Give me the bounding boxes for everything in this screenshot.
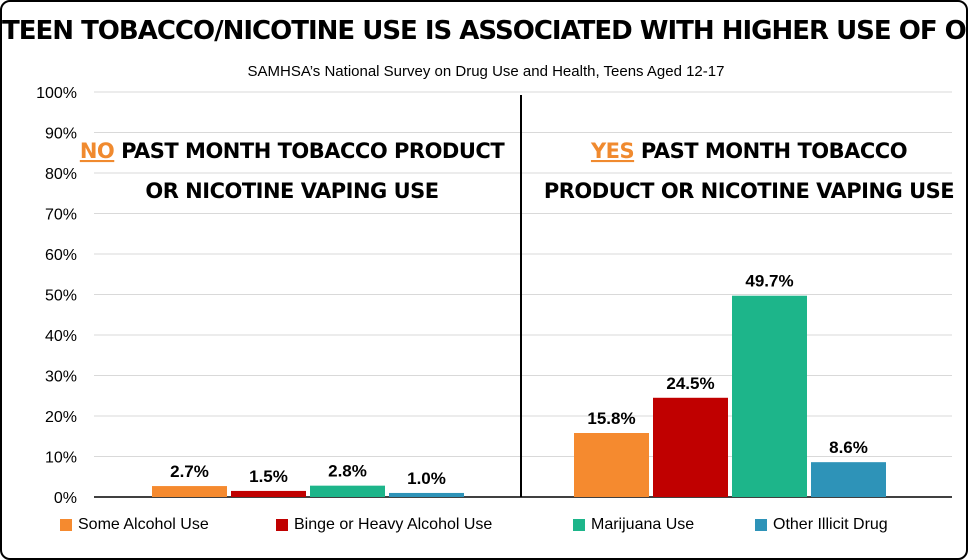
panel-key-yes: YES [590,139,634,163]
data-label: 49.7% [745,272,793,291]
bar-yes-3 [732,295,807,497]
panel-title-no: NO PAST MONTH TOBACCO PRODUCT [80,139,505,163]
legend-swatch [60,519,72,531]
bar-yes-2 [653,397,728,497]
data-label: 2.7% [170,462,209,481]
data-label: 15.8% [587,409,635,428]
y-tick-label: 70% [45,207,77,224]
legend-item: Other Illicit Drug [755,516,888,534]
legend-label: Marijuana Use [591,516,695,533]
bar-yes-4 [811,462,886,497]
legend-item: Some Alcohol Use [60,516,209,534]
panel-title-line2: PRODUCT OR NICOTINE VAPING USE [544,179,954,203]
data-label: 24.5% [666,374,714,393]
panel-key-no: NO [80,139,114,163]
y-tick-label: 20% [45,409,77,426]
legend-swatch [573,519,585,531]
chart-title: TEEN TOBACCO/NICOTINE USE IS ASSOCIATED … [2,16,966,46]
data-label: 2.8% [328,462,367,481]
legend-swatch [276,519,288,531]
legend-item: Binge or Heavy Alcohol Use [276,516,492,534]
legend-label: Binge or Heavy Alcohol Use [294,516,493,533]
bar-yes-1 [574,433,649,497]
y-tick-label: 0% [54,490,77,507]
bar-no-4 [389,492,464,497]
panel-title-yes: YES PAST MONTH TOBACCO [590,139,907,163]
y-tick-label: 30% [45,369,77,386]
y-tick-label: 90% [45,126,77,143]
bar-no-1 [152,486,227,497]
y-tick-label: 100% [36,85,77,102]
y-tick-label: 60% [45,247,77,264]
panel-title-line2: OR NICOTINE VAPING USE [145,179,438,203]
legend-item: Marijuana Use [573,516,694,534]
legend-label: Some Alcohol Use [78,516,209,533]
bar-no-2 [231,490,306,497]
y-tick-label: 80% [45,166,77,183]
y-tick-label: 10% [45,450,77,467]
data-label: 8.6% [829,438,868,457]
data-label: 1.5% [249,467,288,486]
legend-label: Other Illicit Drug [773,516,888,533]
legend-swatch [755,519,767,531]
chart-subtitle: SAMHSA’s National Survey on Drug Use and… [247,63,725,80]
y-tick-label: 50% [45,288,77,305]
legend: Some Alcohol Use Binge or Heavy Alcohol U… [2,516,966,540]
bar-no-3 [310,485,385,497]
data-label: 1.0% [407,469,446,488]
y-tick-label: 40% [45,328,77,345]
